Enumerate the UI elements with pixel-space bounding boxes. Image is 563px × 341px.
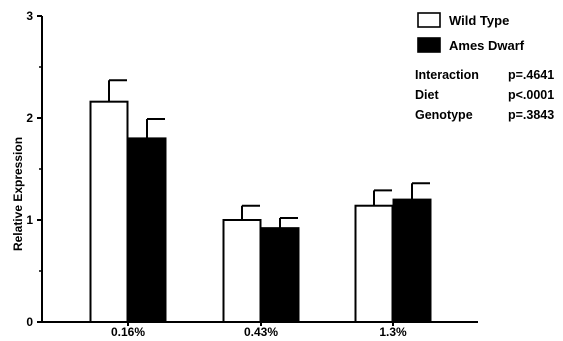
stats-block: Interaction p=.4641 Diet p<.0001 Genotyp… <box>415 68 554 122</box>
bar <box>222 219 262 323</box>
x-tick-label: 0.16% <box>111 325 145 339</box>
plot-area <box>37 15 478 326</box>
y-axis-title: Relative Expression <box>11 137 25 251</box>
y-tick-label: 2 <box>26 111 33 125</box>
legend-swatch-wild-type <box>417 12 441 28</box>
stats-label: Interaction <box>415 68 479 82</box>
bar <box>392 198 432 324</box>
legend-swatch-ames-dwarf <box>417 37 441 53</box>
bar <box>260 227 300 323</box>
stats-label: Diet <box>415 88 439 102</box>
legend: Wild Type Ames Dwarf <box>417 12 525 53</box>
legend-label-wild-type: Wild Type <box>449 13 509 28</box>
x-tick-label: 0.43% <box>244 325 278 339</box>
stats-value: p=.4641 <box>508 68 554 82</box>
y-tick-label: 1 <box>26 213 33 227</box>
stats-value: p=.3843 <box>508 108 554 122</box>
y-tick-label: 3 <box>26 9 33 23</box>
stats-label: Genotype <box>415 108 473 122</box>
stats-value: p<.0001 <box>508 88 554 102</box>
bar <box>354 204 394 323</box>
x-tick-label: 1.3% <box>379 325 407 339</box>
legend-label-ames-dwarf: Ames Dwarf <box>449 38 525 53</box>
y-tick-label: 0 <box>26 315 33 329</box>
bar <box>89 100 129 324</box>
bar <box>127 137 167 323</box>
